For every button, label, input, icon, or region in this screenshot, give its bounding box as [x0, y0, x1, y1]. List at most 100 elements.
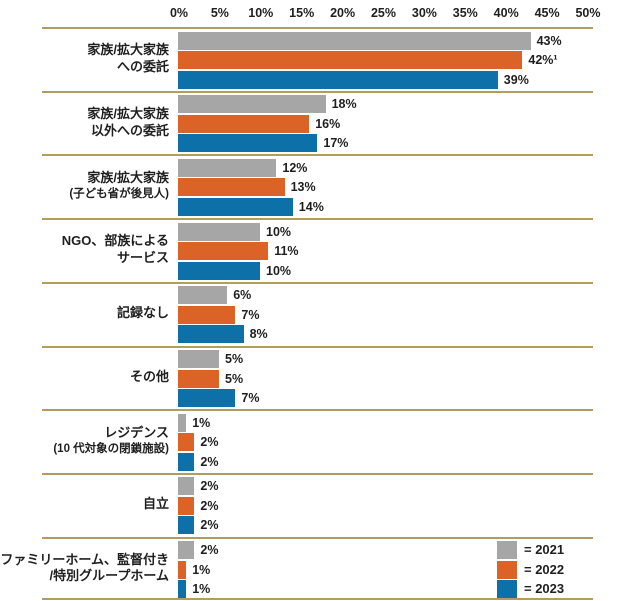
x-axis-tick: 0% — [169, 6, 189, 20]
value-label: 2% — [200, 543, 219, 558]
separator-line — [42, 472, 593, 475]
category-label-line: その他 — [129, 369, 169, 385]
value-label: 10% — [266, 263, 292, 278]
bar-2023 — [178, 197, 293, 216]
separator-line — [42, 218, 593, 221]
category-label-line: への委託 — [116, 58, 169, 74]
category-label-line: 家族/拡大家族 — [87, 106, 169, 122]
bar-2022 — [178, 496, 195, 515]
separator-line — [42, 345, 593, 348]
bar-2023 — [178, 389, 236, 407]
bar-2023 — [178, 325, 244, 344]
category-label-line: 記録なし — [116, 305, 169, 321]
separator-line — [42, 281, 593, 284]
value-label: 42%¹ — [528, 53, 558, 67]
category-label-line: 家族/拡大家族 — [87, 42, 169, 58]
category-label-line: レジデンス — [104, 425, 169, 441]
value-label: 7% — [241, 307, 260, 322]
bar-2021 — [178, 31, 531, 50]
x-axis-tick: 10% — [248, 6, 274, 20]
x-axis-tick: 35% — [452, 6, 478, 20]
value-label: 17% — [323, 136, 349, 151]
value-label: 5% — [225, 371, 244, 386]
category-label-line: /特別グループホーム — [49, 568, 169, 584]
bar-2021 — [178, 158, 277, 177]
x-axis-tick: 25% — [370, 6, 397, 20]
legend-label: = 2021 — [524, 542, 565, 558]
x-axis-tick: 45% — [534, 6, 560, 20]
bar-2022 — [178, 369, 219, 388]
value-label: 16% — [315, 116, 341, 131]
category-label: 家族/拡大家族 への委託 — [0, 27, 169, 91]
bar-2023 — [178, 516, 195, 535]
separator-line — [42, 154, 593, 157]
legend-label: = 2022 — [524, 561, 565, 577]
value-label: 5% — [225, 352, 244, 366]
category-label-line: 以外への委託 — [90, 122, 169, 138]
value-label: 13% — [290, 180, 316, 195]
value-label: 2% — [200, 498, 219, 513]
category-label: 家族/拡大家族 (子ども省が後見人) — [0, 154, 169, 218]
value-label: 2% — [200, 435, 219, 450]
bar-2023 — [178, 261, 260, 280]
bar-2021 — [178, 541, 195, 560]
category-label-line: サービス — [116, 249, 169, 265]
category-label: その他 — [0, 346, 169, 410]
value-label: 6% — [233, 288, 252, 303]
bar-2023 — [178, 580, 187, 599]
legend-swatch-2023 — [497, 580, 517, 599]
x-axis-tick: 15% — [289, 6, 315, 20]
value-label: 2% — [200, 518, 219, 533]
separator-line — [42, 27, 593, 29]
bar-2021 — [178, 350, 219, 368]
value-label: 1% — [192, 562, 211, 577]
value-label: 2% — [200, 479, 219, 494]
bar-2022 — [178, 114, 310, 133]
category-label: レジデンス (10 代対象の閉鎖施設) — [0, 409, 169, 473]
value-label: 12% — [282, 160, 308, 175]
bar-2022 — [178, 305, 236, 324]
x-axis-tick: 5% — [210, 6, 229, 20]
bar-2022 — [178, 51, 523, 69]
category-label-line: 自立 — [142, 496, 169, 512]
category-label-line: 家族/拡大家族 — [87, 170, 169, 186]
bar-2022 — [178, 433, 195, 452]
value-label: 18% — [331, 97, 357, 112]
separator-line — [42, 598, 593, 600]
value-label: 1% — [192, 582, 211, 597]
bar-2022 — [178, 560, 187, 579]
category-label: 記録なし — [0, 282, 169, 346]
legend-swatch-2022 — [497, 560, 517, 579]
bar-2021 — [178, 413, 187, 432]
bar-2021 — [178, 477, 195, 496]
category-label: 家族/拡大家族 以外への委託 — [0, 91, 169, 155]
category-label-line: (子ども省が後見人) — [69, 187, 169, 200]
value-label: 14% — [298, 199, 324, 214]
category-label-line: NGO、部族による — [61, 233, 169, 249]
bar-2022 — [178, 242, 269, 261]
bar-2023 — [178, 134, 318, 153]
value-label: 10% — [266, 224, 292, 239]
x-axis-tick: 30% — [411, 6, 437, 20]
category-label: 自立 — [0, 473, 169, 537]
x-axis-tick: 40% — [493, 6, 519, 20]
category-label-line: (10 代対象の閉鎖施設) — [53, 442, 169, 455]
category-label: ファミリーホーム、監督付き/特別グループホーム — [0, 537, 169, 601]
value-label: 8% — [249, 327, 268, 342]
category-label-line: ファミリーホーム、監督付き — [0, 551, 169, 567]
legend-swatch-2021 — [497, 541, 517, 560]
x-axis-tick: 50% — [575, 6, 601, 20]
bar-2023 — [178, 70, 498, 89]
value-label: 11% — [274, 244, 299, 259]
value-label: 1% — [192, 415, 211, 430]
value-label: 43% — [536, 33, 562, 48]
bar-2022 — [178, 178, 285, 197]
category-label: NGO、部族による サービス — [0, 218, 169, 282]
x-axis-tick: 20% — [330, 6, 356, 20]
bar-2023 — [178, 452, 195, 471]
bar-2021 — [178, 286, 228, 305]
bar-2021 — [178, 222, 260, 241]
value-label: 2% — [200, 454, 219, 469]
separator-line — [42, 536, 593, 539]
